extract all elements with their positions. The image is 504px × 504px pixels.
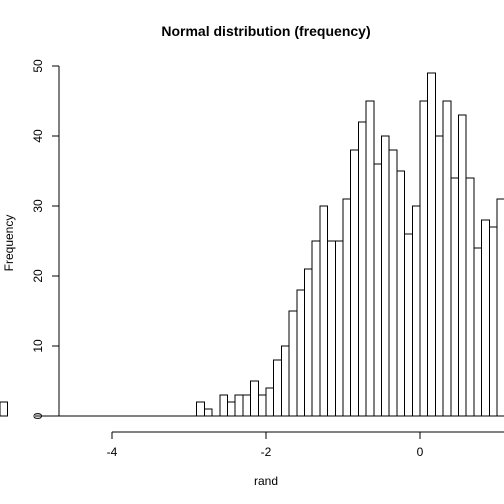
- histogram-bar: [204, 409, 212, 416]
- histogram-bar: [243, 395, 251, 416]
- y-tick-label: 10: [31, 339, 45, 353]
- histogram-bar: [451, 178, 459, 416]
- x-tick-label: 0: [417, 445, 424, 459]
- histogram-bar: [474, 248, 482, 416]
- x-axis-label: rand: [254, 474, 278, 488]
- histogram-bar: [482, 220, 490, 416]
- histogram-bar: [335, 241, 343, 416]
- histogram-bar: [228, 402, 236, 416]
- histogram-bar: [489, 227, 497, 416]
- histogram-bar: [251, 381, 259, 416]
- y-tick-label: 40: [31, 129, 45, 143]
- histogram-bar: [358, 122, 366, 416]
- histogram-bars: [0, 73, 504, 416]
- histogram-bar: [351, 150, 359, 416]
- y-tick-label: 30: [31, 199, 45, 213]
- histogram-bar: [366, 101, 374, 416]
- x-axis: -4-2024: [107, 432, 504, 459]
- histogram-bar: [405, 234, 413, 416]
- histogram-bar: [389, 150, 397, 416]
- histogram-bar: [289, 311, 297, 416]
- histogram-bar: [297, 290, 305, 416]
- histogram-bar: [235, 395, 243, 416]
- x-tick-label: -2: [261, 445, 272, 459]
- chart-title: Normal distribution (frequency): [161, 23, 370, 39]
- histogram-bar: [266, 388, 274, 416]
- histogram-bar: [374, 164, 382, 416]
- y-axis-label: Frequency: [2, 215, 16, 272]
- histogram-bar: [320, 206, 328, 416]
- histogram-bar: [382, 136, 390, 416]
- histogram-bar: [305, 269, 313, 416]
- histogram-bar: [435, 136, 443, 416]
- histogram-bar: [343, 199, 351, 416]
- histogram-bar: [312, 241, 320, 416]
- histogram-bar: [443, 101, 451, 416]
- y-tick-label: 20: [31, 269, 45, 283]
- histogram-bar: [274, 360, 282, 416]
- histogram-bar: [197, 402, 205, 416]
- histogram-bar: [328, 241, 336, 416]
- y-axis: 0 10 20 30 40 50: [31, 59, 59, 419]
- x-tick-label: -4: [107, 445, 118, 459]
- y-tick-label: 0: [31, 412, 45, 419]
- histogram-bar: [220, 395, 228, 416]
- histogram-bar: [459, 115, 467, 416]
- histogram-bar: [428, 73, 436, 416]
- y-tick-label: 50: [31, 59, 45, 73]
- histogram-bar: [412, 206, 420, 416]
- histogram-bar: [497, 199, 504, 416]
- histogram-bar: [0, 402, 8, 416]
- histogram-bar: [258, 395, 266, 416]
- histogram-bar: [281, 346, 289, 416]
- histogram-bar: [420, 101, 428, 416]
- histogram-bar: [397, 171, 405, 416]
- histogram-bar: [466, 178, 474, 416]
